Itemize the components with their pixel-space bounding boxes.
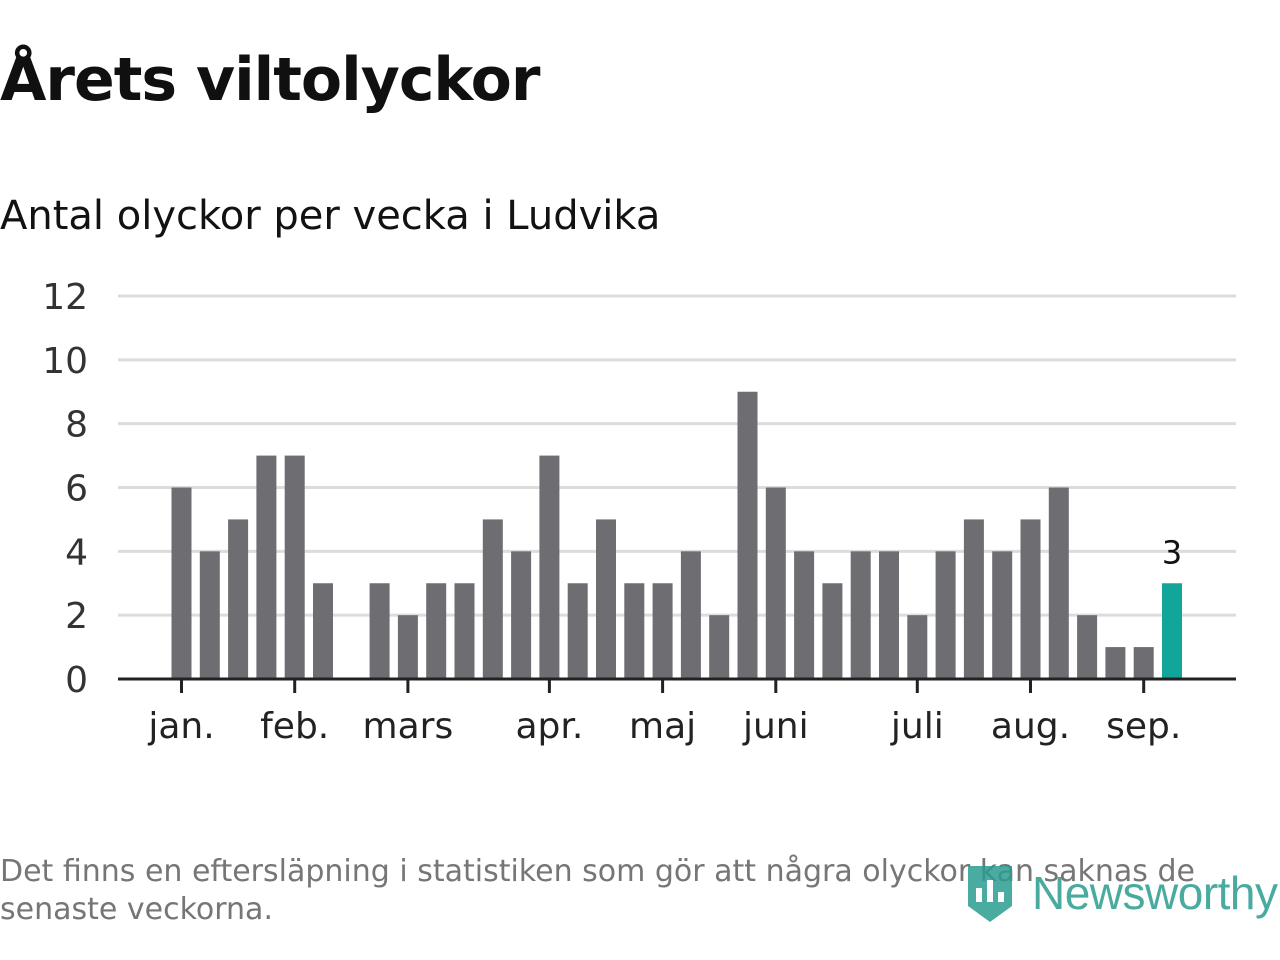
bar — [992, 551, 1013, 679]
bar — [879, 551, 899, 679]
highlight-value-label: 3 — [1162, 533, 1182, 571]
bar — [709, 615, 730, 679]
bar — [426, 583, 447, 679]
x-axis-tick-labels: jan. feb. mars apr. maj juni juli aug. sep. — [147, 706, 1181, 747]
newsworthy-logo: Newsworthy — [964, 858, 1278, 928]
bar — [1020, 519, 1041, 679]
bar — [454, 583, 475, 679]
x-tick-label: juli — [890, 706, 944, 747]
bar — [652, 583, 673, 679]
bar — [1077, 615, 1098, 679]
newsworthy-logo-icon — [968, 866, 1012, 922]
x-tick-label: aug. — [991, 706, 1070, 747]
bar — [1105, 647, 1126, 679]
x-tick-label: mars — [363, 706, 454, 747]
bar-highlight — [1162, 583, 1182, 679]
bar — [284, 455, 305, 679]
bar — [482, 519, 503, 679]
bar — [199, 551, 220, 679]
y-tick-label-12: 12 — [42, 277, 88, 318]
chart-title: Årets viltolyckor — [0, 45, 540, 115]
x-tick-label: sep. — [1106, 706, 1181, 747]
bar — [907, 615, 928, 679]
x-axis — [118, 677, 1236, 693]
y-tick-label-6: 6 — [65, 469, 88, 510]
bar — [171, 487, 192, 679]
x-tick-label: jan. — [147, 706, 214, 747]
bar — [567, 583, 588, 679]
logo-text: Newsworthy — [1032, 867, 1278, 919]
bar — [511, 551, 532, 679]
y-axis-tick-labels: 0 2 4 6 8 10 12 — [42, 277, 88, 701]
x-tick-label: feb. — [260, 706, 329, 747]
y-tick-label-2: 2 — [65, 596, 88, 637]
bar — [850, 551, 871, 679]
chart-subtitle: Antal olyckor per vecka i Ludvika — [0, 193, 661, 239]
bar — [963, 519, 984, 679]
bar — [313, 583, 333, 679]
bar — [539, 455, 560, 679]
x-tick-label: maj — [629, 706, 696, 747]
bar — [822, 583, 843, 679]
bar — [1048, 487, 1069, 679]
y-tick-label-4: 4 — [65, 532, 88, 573]
x-tick-label: juni — [742, 706, 809, 747]
y-tick-label-8: 8 — [65, 405, 88, 446]
bar — [624, 583, 645, 679]
bar — [737, 391, 758, 679]
bar — [935, 551, 956, 679]
bar — [397, 615, 418, 679]
bars — [171, 391, 1182, 679]
bar — [765, 487, 786, 679]
annotations: 3 — [1162, 533, 1182, 571]
bar — [596, 519, 616, 679]
bar-chart: 0 2 4 6 8 10 12 jan. feb. mars apr. maj juni juli aug… — [42, 277, 1236, 747]
bar — [256, 455, 277, 679]
bar — [228, 519, 249, 679]
bar — [1133, 647, 1154, 679]
bar — [369, 583, 390, 679]
bar — [680, 551, 701, 679]
y-tick-label-0: 0 — [65, 660, 88, 701]
bar — [794, 551, 815, 679]
x-tick-label: apr. — [515, 706, 583, 747]
y-tick-label-10: 10 — [42, 341, 88, 382]
